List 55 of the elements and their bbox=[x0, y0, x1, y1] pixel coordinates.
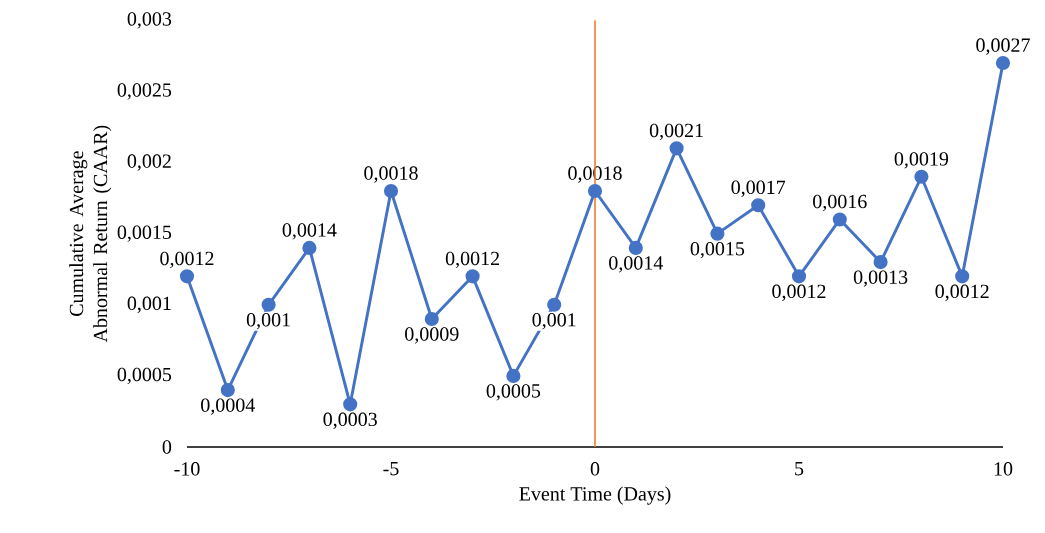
data-label: 0,0009 bbox=[405, 327, 459, 344]
y-tick-label: 0,001 bbox=[127, 296, 171, 313]
data-label: 0,0012 bbox=[935, 284, 989, 301]
x-tick-label: -10 bbox=[174, 462, 200, 476]
data-label: 0,0003 bbox=[323, 412, 377, 429]
point bbox=[547, 297, 562, 312]
point bbox=[751, 198, 766, 213]
x-tick-label: -5 bbox=[383, 462, 399, 476]
point bbox=[179, 269, 195, 284]
x-tick-label: 5 bbox=[795, 462, 804, 476]
data-label: 0,001 bbox=[246, 313, 290, 330]
data-label: 0,0027 bbox=[976, 38, 1030, 55]
point bbox=[220, 383, 235, 398]
data-label: 0,0005 bbox=[486, 384, 541, 401]
data-label: 0,0018 bbox=[364, 166, 418, 183]
x-axis-title: Event Time (Days) bbox=[519, 486, 671, 505]
point bbox=[628, 240, 643, 255]
point bbox=[506, 368, 521, 383]
y-tick-label: 0,002 bbox=[127, 154, 171, 171]
point bbox=[587, 183, 603, 199]
data-label: 0,0004 bbox=[201, 398, 255, 415]
y-axis-title: Cumulative Average Abnormal Return (CAAR) bbox=[69, 125, 112, 343]
point bbox=[383, 183, 399, 199]
point bbox=[995, 55, 1011, 71]
y-tick-label: 0,0005 bbox=[117, 367, 172, 385]
data-label: 0,0012 bbox=[445, 251, 499, 269]
data-label: 0,0015 bbox=[690, 241, 745, 259]
x-tick-label: 10 bbox=[994, 462, 1013, 476]
data-label: 0,0013 bbox=[853, 270, 908, 287]
data-label: 0,001 bbox=[532, 313, 576, 330]
y-tick-label: 0,003 bbox=[127, 12, 172, 29]
x-tick-label: 0 bbox=[590, 462, 600, 476]
data-label: 0,0017 bbox=[731, 180, 786, 197]
data-label: 0,0012 bbox=[772, 284, 826, 301]
point bbox=[873, 255, 888, 270]
data-label: 0,0019 bbox=[894, 152, 949, 169]
data-label: 0,0016 bbox=[813, 194, 867, 212]
data-label: 0,0021 bbox=[649, 123, 703, 141]
point bbox=[465, 269, 480, 284]
y-tick-label: 0 bbox=[162, 440, 172, 454]
y-tick-label: 0,0025 bbox=[117, 83, 172, 100]
point bbox=[791, 269, 807, 284]
point bbox=[710, 226, 725, 241]
point bbox=[914, 169, 929, 184]
point bbox=[424, 311, 439, 327]
point bbox=[302, 240, 317, 255]
y-tick-label: 0,0015 bbox=[117, 225, 172, 242]
point bbox=[261, 297, 276, 312]
point bbox=[669, 141, 684, 156]
data-label: 0,0014 bbox=[609, 256, 663, 273]
point bbox=[343, 397, 358, 412]
point bbox=[955, 269, 970, 284]
data-label: 0,0012 bbox=[160, 251, 214, 269]
data-label: 0,0014 bbox=[282, 223, 337, 240]
point bbox=[832, 212, 847, 227]
